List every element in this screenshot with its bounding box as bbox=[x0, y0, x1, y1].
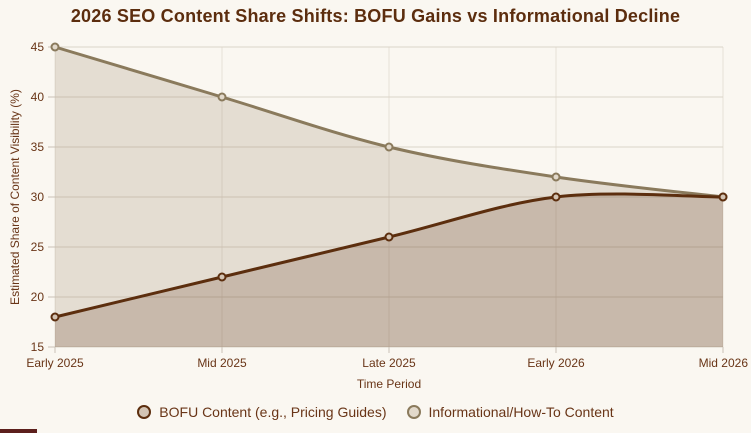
series-marker bbox=[718, 192, 728, 202]
informational-series-swatch-icon bbox=[406, 405, 421, 419]
series-marker bbox=[50, 42, 60, 52]
series-marker bbox=[217, 92, 227, 102]
y-tick-label: 25 bbox=[31, 240, 45, 254]
y-tick-label: 20 bbox=[31, 290, 45, 304]
x-tick-label: Mid 2026 bbox=[699, 356, 749, 370]
series-marker bbox=[384, 232, 394, 242]
bottom-left-strip bbox=[0, 429, 37, 433]
y-tick-label: 30 bbox=[31, 190, 45, 204]
y-tick-label: 35 bbox=[31, 140, 45, 154]
x-tick-label: Early 2026 bbox=[527, 356, 585, 370]
x-tick-label: Early 2025 bbox=[26, 356, 84, 370]
bofu-series-swatch-icon bbox=[137, 405, 152, 419]
series-area bbox=[55, 194, 723, 347]
y-tick-label: 15 bbox=[31, 340, 45, 354]
y-tick-label: 40 bbox=[31, 90, 45, 104]
chart-title: 2026 SEO Content Share Shifts: BOFU Gain… bbox=[70, 6, 681, 26]
legend-item-bofu[interactable]: BOFU Content (e.g., Pricing Guides) bbox=[137, 404, 387, 420]
series-marker bbox=[551, 192, 561, 202]
series-marker bbox=[50, 312, 60, 322]
x-tick-label: Late 2025 bbox=[362, 356, 416, 370]
series-area bbox=[55, 47, 723, 347]
series-marker bbox=[217, 272, 227, 282]
series-marker bbox=[384, 142, 394, 152]
legend-label-bofu: BOFU Content (e.g., Pricing Guides) bbox=[159, 404, 387, 420]
y-axis-title: Estimated Share of Content Visibility (%… bbox=[8, 89, 22, 305]
legend-label-informational: Informational/How-To Content bbox=[428, 404, 614, 420]
legend: BOFU Content (e.g., Pricing Guides) Info… bbox=[0, 401, 751, 423]
y-tick-label: 45 bbox=[31, 40, 45, 54]
legend-item-informational[interactable]: Informational/How-To Content bbox=[406, 404, 614, 420]
series-marker bbox=[551, 172, 561, 182]
x-axis-title: Time Period bbox=[356, 377, 422, 391]
x-tick-label: Mid 2025 bbox=[197, 356, 247, 370]
